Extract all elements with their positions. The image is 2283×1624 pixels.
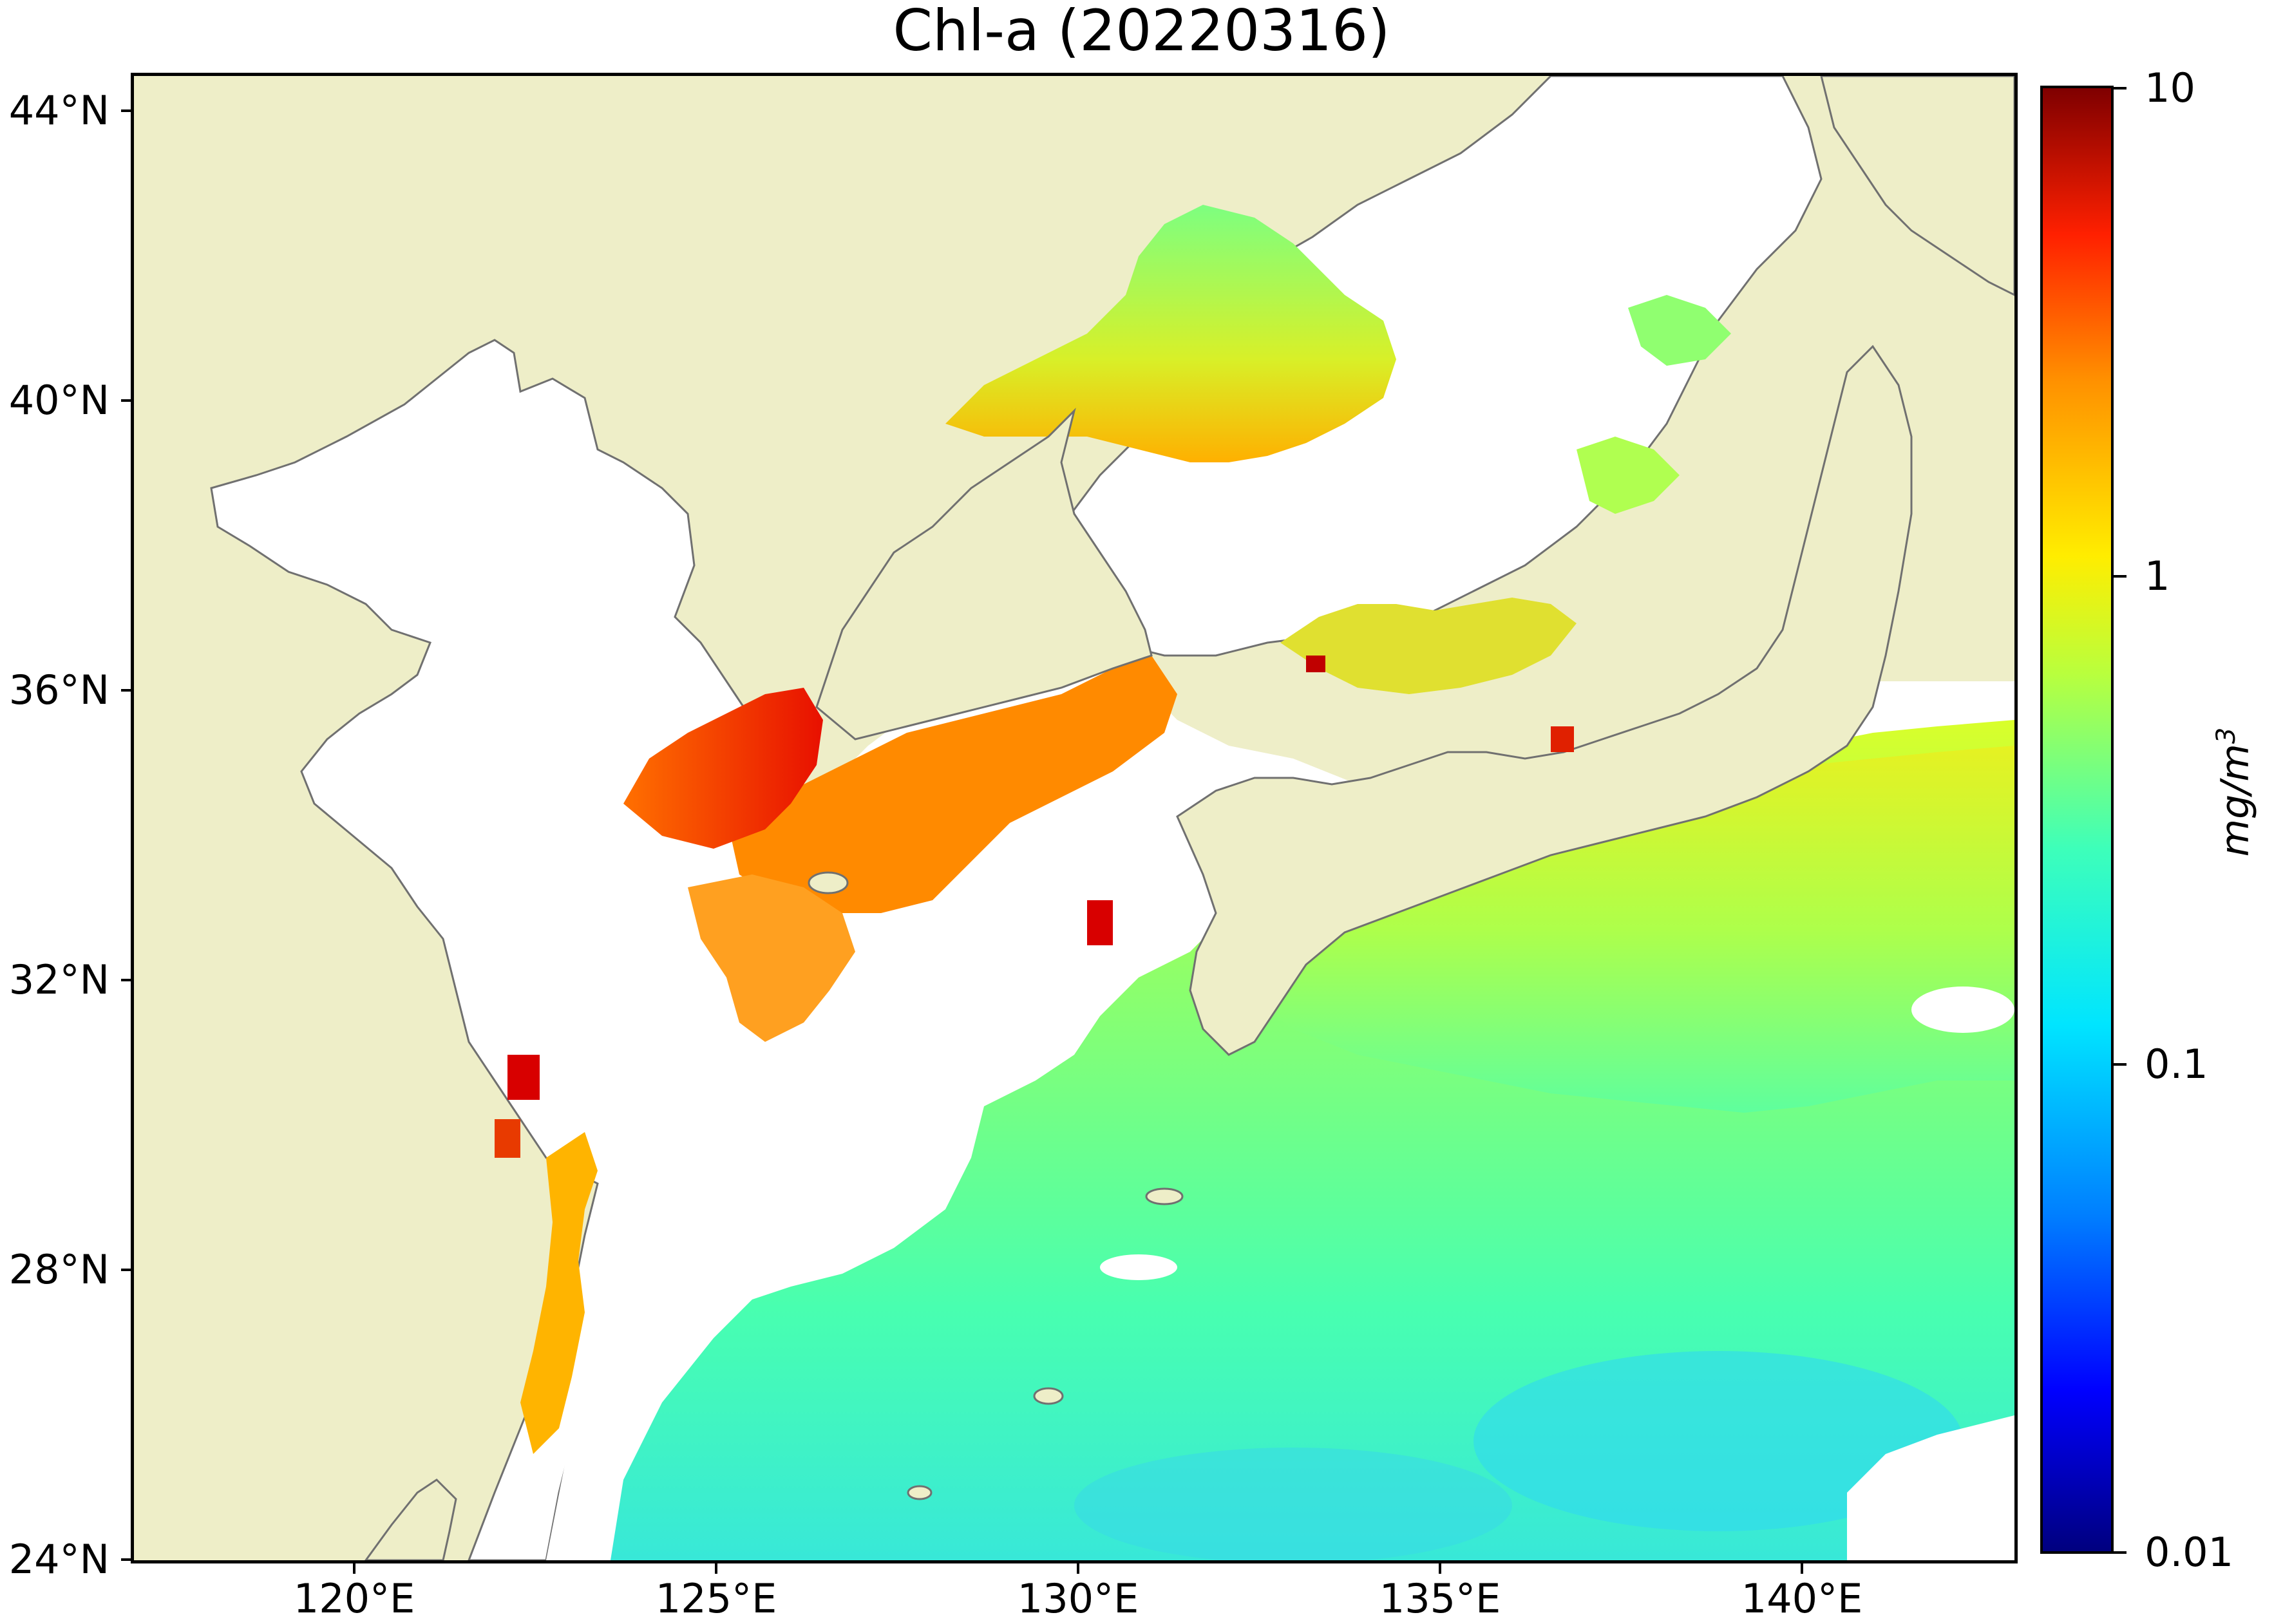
island bbox=[1145, 1187, 1184, 1205]
hokkaido-land bbox=[1820, 76, 2014, 296]
coastal-red-patch bbox=[495, 1119, 520, 1158]
colorbar-label: 0.01 bbox=[2145, 1529, 2234, 1576]
japan-sea-east-chl bbox=[1577, 437, 1680, 514]
china-coast-chl bbox=[520, 1132, 598, 1454]
lat-tick bbox=[121, 979, 131, 981]
bay-red-spot bbox=[1551, 726, 1574, 752]
lat-tick bbox=[121, 399, 131, 402]
low-chl-patch bbox=[1473, 1351, 1963, 1531]
japan-sea-ne-chl bbox=[1628, 295, 1731, 366]
colorbar-tick bbox=[2114, 87, 2127, 90]
low-chl-patch bbox=[1074, 1448, 1512, 1560]
lon-label: 135°E bbox=[1379, 1575, 1501, 1622]
japan-land bbox=[1176, 345, 1913, 1056]
map-title: Chl-a (20220316) bbox=[893, 0, 1390, 64]
korea-land bbox=[815, 408, 1153, 741]
bay-red-spot bbox=[1306, 656, 1325, 672]
lon-tick bbox=[715, 1563, 717, 1574]
korea-strait-high-chl bbox=[726, 656, 1177, 913]
japan-sea-north-chl bbox=[945, 205, 1396, 462]
colorbar-tick bbox=[2114, 1063, 2127, 1066]
island bbox=[907, 1485, 933, 1500]
lat-tick bbox=[121, 689, 131, 692]
yellow-sea-south-chl bbox=[688, 874, 855, 1042]
lon-label: 120°E bbox=[293, 1575, 415, 1622]
bay-red-spot bbox=[1087, 900, 1113, 945]
colorbar-label: 10 bbox=[2145, 64, 2195, 111]
lon-tick bbox=[1801, 1563, 1803, 1574]
lat-label: 36°N bbox=[8, 666, 109, 713]
west-korea-high-chl bbox=[623, 688, 823, 849]
cloud-gap bbox=[733, 1160, 849, 1207]
cloud-gap bbox=[1911, 987, 2014, 1033]
lon-tick bbox=[353, 1563, 355, 1574]
lon-tick bbox=[1077, 1563, 1079, 1574]
taiwan-land bbox=[365, 1478, 457, 1560]
cloud-gap bbox=[1847, 1415, 2014, 1560]
colorbar-tick bbox=[2114, 575, 2127, 578]
cloud-gap bbox=[1100, 1254, 1177, 1280]
lon-label: 125°E bbox=[655, 1575, 777, 1622]
island bbox=[1033, 1387, 1064, 1405]
lat-label: 24°N bbox=[8, 1536, 109, 1583]
lat-tick bbox=[121, 1269, 131, 1271]
lat-label: 28°N bbox=[8, 1246, 109, 1293]
lon-label: 130°E bbox=[1017, 1575, 1139, 1622]
colorbar-tick bbox=[2114, 1551, 2127, 1554]
chlorophyll-map bbox=[134, 76, 2014, 1560]
lon-tick bbox=[1439, 1563, 1441, 1574]
colorbar-label: 0.1 bbox=[2145, 1041, 2208, 1088]
colorbar-unit: mg/m3 bbox=[2212, 727, 2258, 857]
colorbar bbox=[2040, 86, 2114, 1554]
map-panel[interactable] bbox=[131, 73, 2018, 1563]
lat-label: 44°N bbox=[8, 87, 109, 134]
japan-sea-south-chl bbox=[1280, 598, 1577, 694]
lat-label: 32°N bbox=[8, 956, 109, 1003]
jeju-island bbox=[808, 871, 849, 894]
lon-label: 140°E bbox=[1741, 1575, 1863, 1622]
lat-label: 40°N bbox=[8, 377, 109, 424]
south-japan-band bbox=[1229, 746, 2014, 1113]
lat-tick bbox=[121, 109, 131, 112]
colorbar-label: 1 bbox=[2145, 552, 2170, 600]
coastal-red-patch bbox=[507, 1055, 540, 1100]
lat-tick bbox=[121, 1558, 131, 1561]
